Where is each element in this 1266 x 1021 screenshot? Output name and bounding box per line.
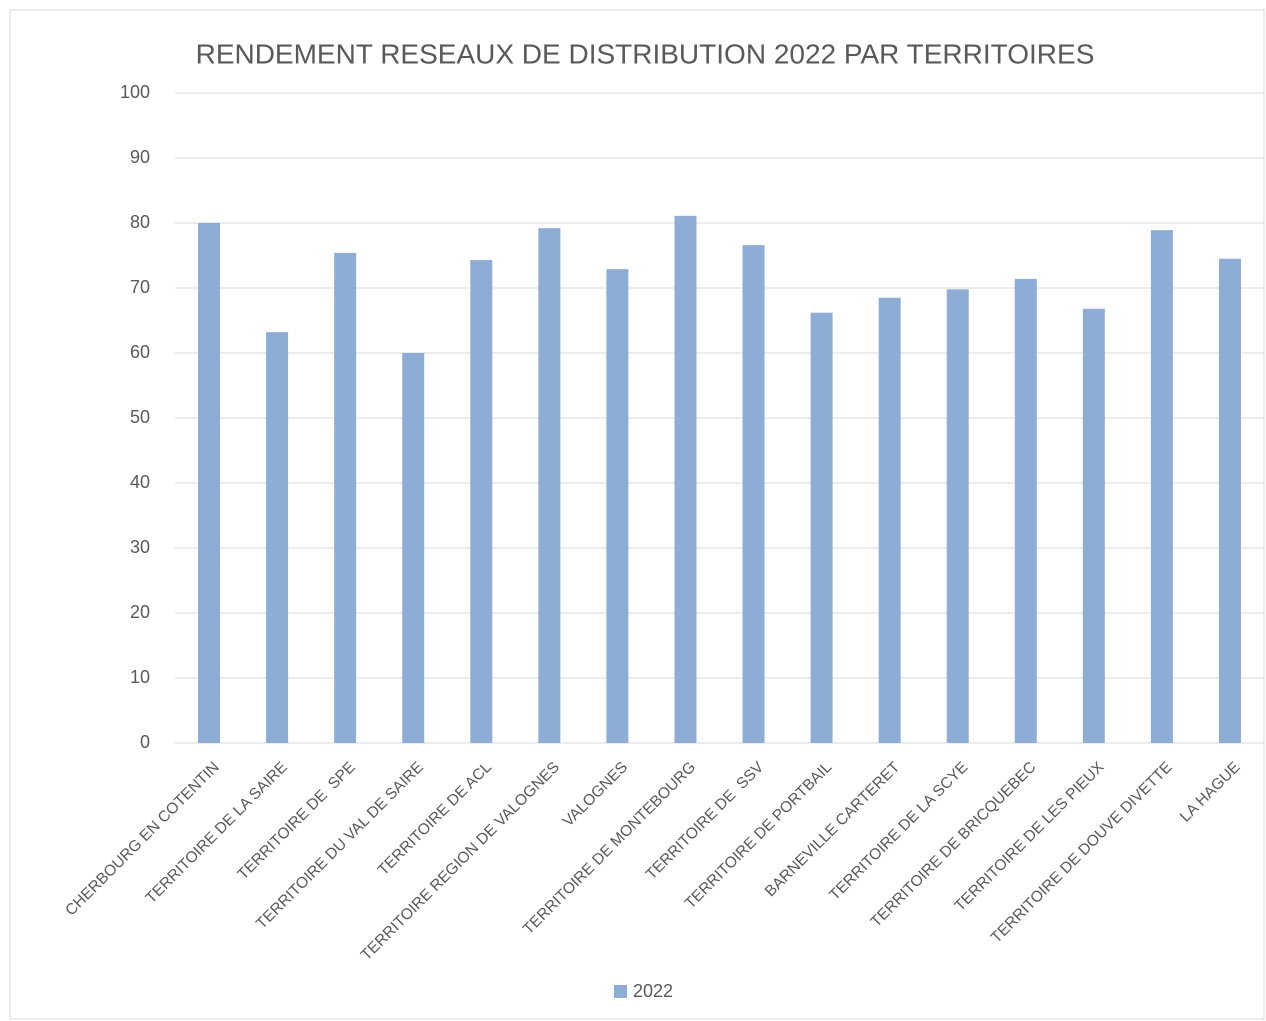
y-tick-label: 70	[130, 277, 150, 297]
bar	[1150, 230, 1173, 743]
bar	[538, 228, 561, 743]
bar	[946, 289, 969, 743]
y-tick-label: 30	[130, 537, 150, 557]
bar	[810, 312, 833, 743]
bar	[878, 297, 901, 743]
bar	[266, 332, 289, 743]
bar	[1082, 308, 1105, 743]
y-tick-label: 10	[130, 667, 150, 687]
y-tick-label: 40	[130, 472, 150, 492]
y-tick-label: 100	[120, 82, 150, 102]
bar	[1014, 278, 1037, 743]
y-tick-label: 60	[130, 342, 150, 362]
bar	[402, 353, 425, 743]
bar	[470, 260, 493, 743]
bar	[334, 252, 357, 743]
bar	[674, 215, 697, 744]
y-tick-label: 0	[140, 732, 150, 752]
y-tick-label: 50	[130, 407, 150, 427]
bar	[1218, 258, 1241, 743]
y-tick-label: 80	[130, 212, 150, 232]
bar	[198, 223, 221, 743]
chart-title: RENDEMENT RESEAUX DE DISTRIBUTION 2022 P…	[196, 38, 1095, 69]
bar	[606, 269, 629, 743]
y-tick-label: 20	[130, 602, 150, 622]
legend-swatch	[614, 985, 627, 998]
legend-label: 2022	[633, 981, 673, 1001]
bar	[742, 245, 765, 743]
y-tick-label: 90	[130, 147, 150, 167]
